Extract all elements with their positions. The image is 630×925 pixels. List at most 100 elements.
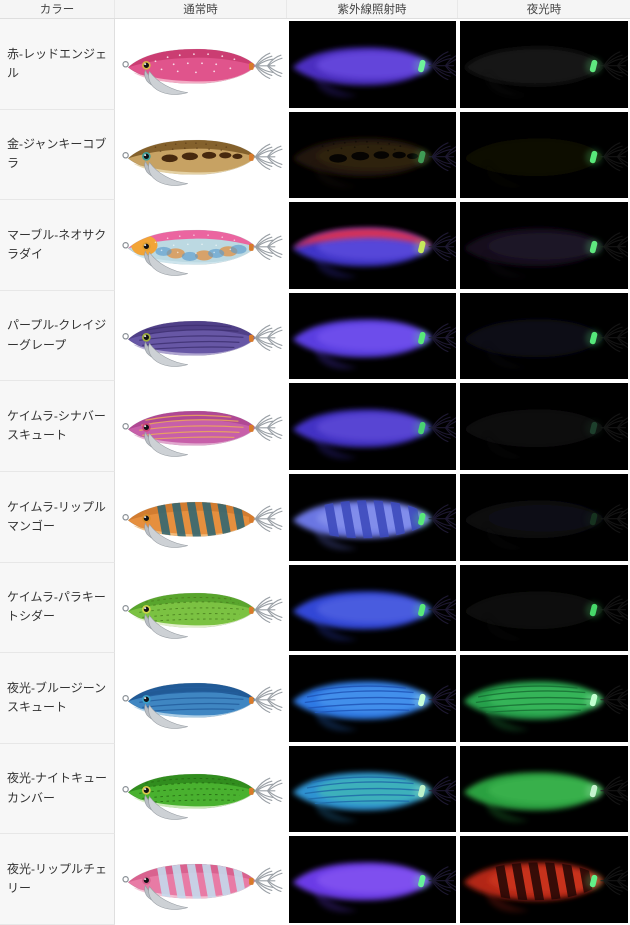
photo-dark-frame: [289, 836, 456, 923]
lure-hooks: [252, 233, 283, 261]
table-row: 赤-レッドエンジェル: [0, 19, 630, 110]
photo-dark-frame: [460, 292, 628, 380]
glow-spot: [413, 148, 431, 166]
color-name-cell: ケイムラ-パラキートシダー: [0, 562, 115, 654]
lure-photo-night: [460, 564, 628, 652]
lure-photo-uv: [289, 655, 456, 742]
uv-photo-cell: [287, 653, 458, 744]
color-name: 夜光-ナイトキューカンバー: [7, 771, 107, 805]
glow-photo-cell: [458, 471, 630, 563]
glow-spot: [585, 329, 603, 347]
line-tie-eyelet: [122, 423, 129, 430]
photo-dark-frame: [289, 111, 456, 199]
lure-hooks: [252, 414, 283, 442]
lure-hooks: [252, 867, 283, 895]
line-tie-eyelet: [122, 242, 129, 249]
color-name: 金-ジャンキーコブラ: [7, 137, 107, 171]
lure-photo-normal: [122, 230, 283, 276]
normal-photo-cell: [115, 19, 287, 110]
photo-dark-frame: [289, 292, 456, 380]
lure-photo-normal: [122, 320, 283, 367]
glow-spot: [585, 510, 603, 528]
photo-dark-frame: [289, 21, 456, 108]
glow-spot: [585, 239, 603, 256]
photo-dark-frame: [460, 745, 628, 833]
color-name: ケイムラ-パラキートシダー: [7, 590, 106, 624]
photo-dark-frame: [460, 836, 628, 923]
lure-photo-normal: [122, 48, 283, 95]
line-tie-eyelet: [122, 514, 129, 521]
photo-dark-frame: [460, 383, 628, 470]
lure-hooks: [252, 324, 283, 351]
lure-photo-normal: [122, 592, 283, 639]
uv-photo-cell: [287, 834, 458, 925]
uv-photo-cell: [287, 200, 458, 291]
color-name: ケイムラ-シナバースキュート: [7, 408, 106, 443]
lure-photo-night: [460, 836, 628, 923]
lure-hooks: [252, 596, 283, 623]
normal-photo-cell: [115, 471, 287, 563]
lure-photo-uv: [289, 473, 456, 561]
line-tie-eyelet: [122, 61, 129, 68]
normal-photo-cell: [115, 200, 287, 291]
photo-dark-frame: [460, 111, 628, 199]
photo-dark-frame: [289, 473, 456, 561]
table-row: 夜光-ブルージーンスキュート: [0, 653, 630, 744]
lure-photo-uv: [289, 202, 456, 289]
glow-spot: [413, 420, 431, 437]
line-tie-eyelet: [122, 332, 129, 340]
lure-photo-normal: [122, 773, 283, 820]
lure-hooks: [252, 686, 283, 714]
lure-photo-normal: [122, 501, 283, 548]
normal-photo-cell: [115, 109, 287, 201]
glow-spot: [585, 692, 603, 709]
lure-photo-normal: [122, 411, 283, 458]
lure-photo-night: [460, 111, 628, 199]
lure-photo-night: [460, 745, 628, 833]
header-normal: 通常時: [115, 0, 287, 18]
color-name: マーブル-ネオサクラダイ: [7, 227, 107, 261]
glow-photo-cell: [458, 653, 630, 744]
lure-photo-night: [460, 655, 628, 742]
color-name-cell: 夜光-ブルージーンスキュート: [0, 653, 115, 744]
color-name: ケイムラ-リップルマンゴー: [7, 499, 106, 533]
header-glow: 夜光時: [526, 4, 562, 16]
glow-photo-cell: [458, 19, 630, 110]
normal-photo-cell: [115, 562, 287, 654]
lure-photo-night: [460, 292, 628, 380]
uv-photo-cell: [287, 743, 458, 835]
uv-photo-cell: [287, 381, 458, 472]
glow-spot: [413, 782, 431, 800]
lure-photo-uv: [289, 745, 456, 833]
table-row: ケイムラ-シナバースキュート: [0, 381, 630, 472]
glow-photo-cell: [458, 743, 630, 835]
glow-spot: [585, 57, 603, 75]
color-name-cell: マーブル-ネオサクラダイ: [0, 200, 115, 291]
glow-photo-cell: [458, 109, 630, 201]
normal-photo-cell: [115, 381, 287, 472]
line-tie-eyelet: [122, 151, 129, 159]
lure-photo-night: [460, 473, 628, 561]
line-tie-eyelet: [122, 785, 129, 793]
lure-photo-night: [460, 202, 628, 289]
glow-spot: [585, 873, 603, 890]
photo-dark-frame: [289, 745, 456, 833]
table-row: ケイムラ-リップルマンゴー: [0, 471, 630, 563]
uv-photo-cell: [287, 290, 458, 382]
glow-spot: [413, 692, 431, 709]
glow-spot: [413, 57, 431, 75]
glow-spot: [413, 873, 431, 890]
glow-spot: [413, 329, 431, 347]
photo-dark-frame: [460, 655, 628, 742]
lure-photo-uv: [289, 111, 456, 199]
color-name: 赤-レッドエンジェル: [7, 46, 107, 80]
lure-photo-uv: [289, 836, 456, 923]
color-name: パープル-クレイジーグレープ: [7, 318, 107, 352]
lure-photo-uv: [289, 564, 456, 652]
lure-hooks: [252, 52, 283, 80]
color-name-cell: 赤-レッドエンジェル: [0, 19, 115, 110]
table-row: 金-ジャンキーコブラ: [0, 109, 630, 201]
color-name-cell: パープル-クレイジーグレープ: [0, 290, 115, 382]
header-uv: 紫外線照射時: [287, 0, 458, 18]
photo-dark-frame: [460, 473, 628, 561]
